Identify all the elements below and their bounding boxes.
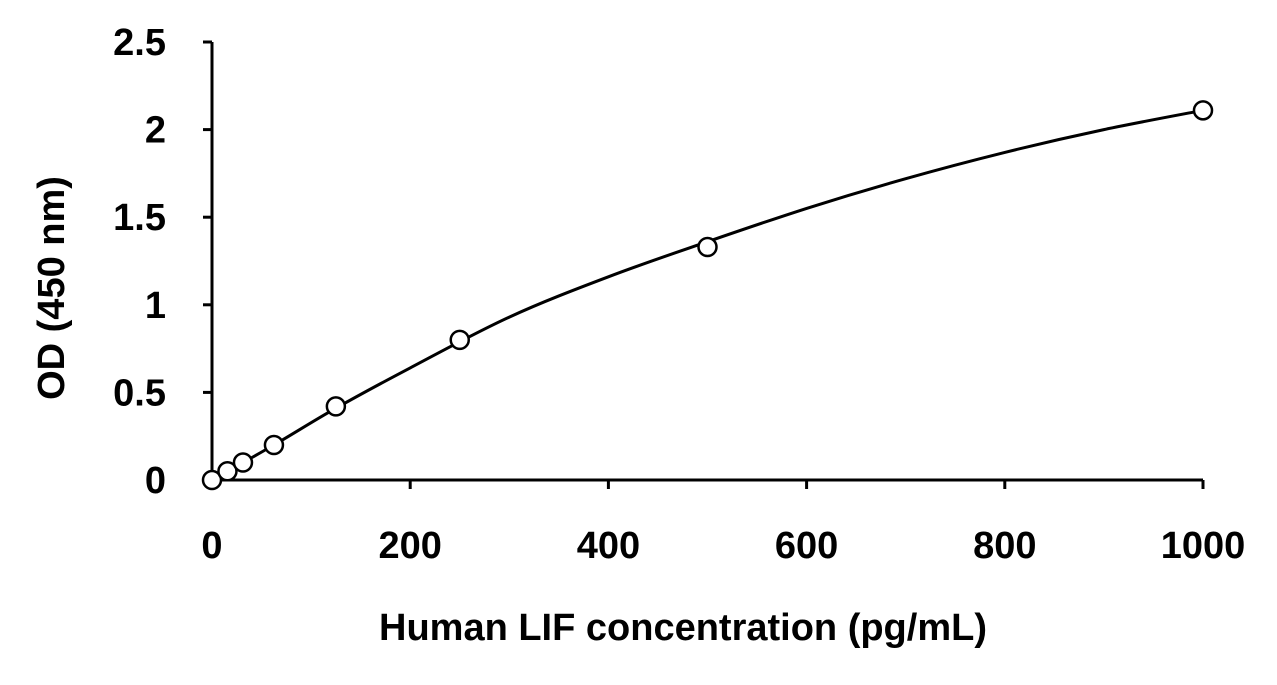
data-point: [697, 236, 718, 258]
x-axis-ticks: 0 200 400 600 800 1000: [201, 480, 1245, 567]
y-tick-label: 2.5: [113, 22, 166, 64]
y-axis-ticks: 0 0.5 1 1.5 2 2.5: [113, 22, 212, 502]
data-point: [1192, 100, 1214, 121]
y-tick-label: 2: [145, 110, 166, 152]
x-tick-label: 400: [577, 525, 640, 567]
axes: [210, 42, 1203, 482]
y-tick-label: 0.5: [113, 372, 166, 414]
data-point: [201, 469, 223, 491]
y-axis-title: OD (450 nm): [31, 176, 73, 400]
data-point: [232, 452, 254, 473]
fit-curve: [211, 108, 1204, 482]
x-tick-label: 600: [775, 525, 838, 567]
x-tick-label: 200: [378, 525, 441, 567]
y-tick-label: 1: [145, 285, 166, 327]
y-tick-label: 1.5: [113, 197, 166, 239]
data-points: [201, 100, 1214, 491]
data-point: [217, 460, 238, 482]
x-axis-title: Human LIF concentration (pg/mL): [379, 607, 987, 649]
x-tick-label: 1000: [1161, 525, 1246, 567]
data-point: [263, 434, 285, 456]
data-point: [325, 396, 347, 417]
y-tick-label: 0: [145, 460, 166, 502]
x-tick-label: 0: [201, 525, 222, 567]
data-point: [449, 329, 470, 351]
x-tick-label: 800: [973, 525, 1036, 567]
